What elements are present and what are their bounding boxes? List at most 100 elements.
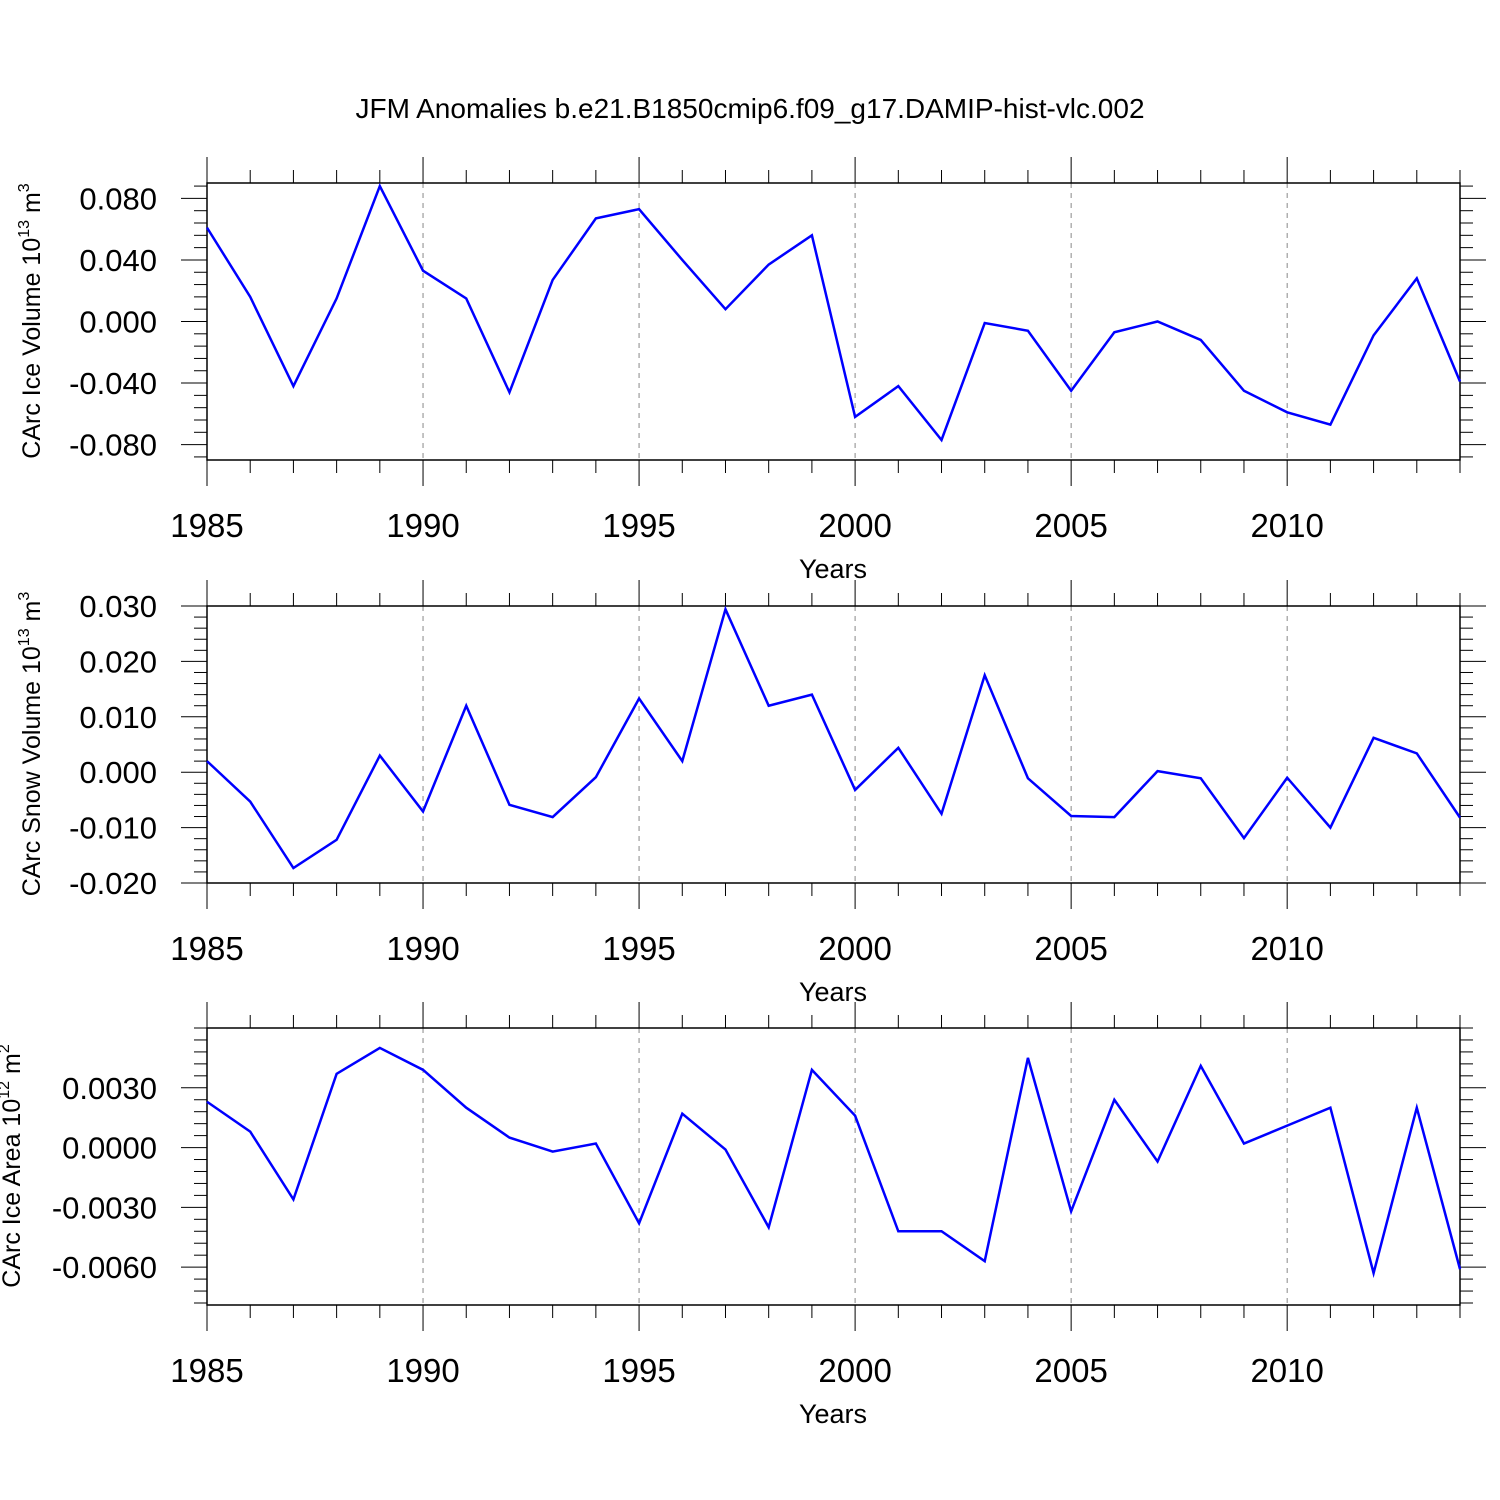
y-axis-title-unit-exponent: 3	[16, 183, 33, 192]
data-point	[464, 1106, 468, 1110]
data-point	[723, 1148, 727, 1152]
y-tick-label: 0.0000	[62, 1131, 157, 1166]
panel-1: 0.080 0.040 0.000 -0.040 -0.080 1985 1990 1995 2…	[16, 157, 1486, 584]
data-point	[507, 803, 511, 807]
data-point	[551, 278, 555, 282]
y-tick-label: 0.040	[79, 243, 157, 278]
x-tick-label: 1990	[386, 507, 459, 544]
data-point	[248, 295, 252, 299]
x-tick-label: 1985	[170, 507, 243, 544]
x-tick-label: 1990	[386, 930, 459, 967]
data-point	[594, 775, 598, 779]
series-line	[206, 605, 1462, 870]
y-tick-label: 0.020	[79, 644, 157, 679]
panels: 0.080 0.040 0.000 -0.040 -0.080 1985 1990 1995 2…	[0, 157, 1486, 1429]
data-point	[810, 233, 814, 237]
y-axis-title-unit-exponent: 2	[0, 1044, 13, 1053]
data-point	[810, 1068, 814, 1072]
y-axis-title: CArc Ice Volume 1013 m3	[16, 183, 46, 459]
y-tick-label: 0.030	[79, 589, 157, 624]
data-point	[1328, 423, 1332, 427]
y-tick-label: 0.010	[79, 700, 157, 735]
data-point	[1069, 814, 1073, 818]
x-tick-label: 1995	[602, 930, 675, 967]
panel-2: 0.030 0.020 0.010 0.000 -0.010 -0.020 1985 1990…	[16, 580, 1486, 1007]
data-point	[248, 800, 252, 804]
data-point	[1199, 338, 1203, 342]
data-point	[853, 788, 857, 792]
data-point	[1415, 751, 1419, 755]
y-tick-label: -0.040	[69, 366, 157, 401]
panel-3: 0.0030 0.0000 -0.0030 -0.0060 1985 1990 1995 20…	[0, 1002, 1486, 1429]
x-tick-label: 1995	[602, 1352, 675, 1389]
data-point	[940, 438, 944, 442]
y-tick-label: -0.010	[69, 811, 157, 846]
data-point	[291, 1197, 295, 1201]
data-point	[853, 1114, 857, 1118]
data-point	[378, 1046, 382, 1050]
data-point	[1112, 330, 1116, 334]
data-point	[378, 184, 382, 188]
x-axis-title: Years	[799, 1399, 867, 1429]
data-point	[205, 759, 209, 763]
x-axis-title: Years	[799, 977, 867, 1007]
y-tick-label: -0.0030	[52, 1190, 157, 1225]
data-point	[983, 321, 987, 325]
data-point	[1372, 333, 1376, 337]
data-point	[1026, 1056, 1030, 1060]
data-point	[1156, 320, 1160, 324]
y-tick-label: -0.080	[69, 428, 157, 463]
data-point	[1026, 776, 1030, 780]
data-point	[767, 704, 771, 708]
y-tick-label: 0.000	[79, 305, 157, 340]
data-point	[680, 759, 684, 763]
data-point	[637, 207, 641, 211]
data-point	[1112, 815, 1116, 819]
data-point	[896, 1229, 900, 1233]
data-point	[853, 415, 857, 419]
data-point	[680, 1112, 684, 1116]
y-axis-title-unit-exponent: 3	[16, 592, 33, 601]
data-point	[248, 1130, 252, 1134]
data-point	[1372, 1271, 1376, 1275]
x-tick-label: 2010	[1250, 1352, 1323, 1389]
y-tick-label: 0.0030	[62, 1071, 157, 1106]
y-axis-title: CArc Snow Volume 1013 m3	[16, 592, 46, 897]
data-point	[896, 384, 900, 388]
data-point	[421, 810, 425, 814]
data-point	[551, 1150, 555, 1154]
data-point	[1328, 1106, 1332, 1110]
y-axis-title-exponent: 13	[16, 220, 33, 238]
data-point	[205, 226, 209, 230]
data-point	[1199, 776, 1203, 780]
data-point	[767, 1225, 771, 1229]
data-point	[810, 693, 814, 697]
data-point	[723, 307, 727, 311]
data-point	[335, 1072, 339, 1076]
y-axis-title-exponent: 12	[0, 1081, 13, 1099]
x-tick-label: 2005	[1034, 507, 1107, 544]
data-point	[594, 216, 598, 220]
data-point	[983, 673, 987, 677]
y-axis-title: CArc Ice Area 1012 m2	[0, 1044, 26, 1288]
y-tick-label: -0.0060	[52, 1250, 157, 1285]
x-tick-label: 1990	[386, 1352, 459, 1389]
data-point	[291, 384, 295, 388]
data-point	[1069, 1209, 1073, 1213]
data-point	[1415, 1106, 1419, 1110]
data-point	[1458, 1267, 1462, 1271]
data-point	[335, 296, 339, 300]
data-point	[983, 1259, 987, 1263]
y-tick-label: 0.080	[79, 181, 157, 216]
x-tick-label: 2000	[818, 1352, 891, 1389]
data-point	[507, 1136, 511, 1140]
data-point	[1372, 736, 1376, 740]
data-point	[1415, 276, 1419, 280]
data-point	[464, 704, 468, 708]
plot-frame	[206, 605, 1461, 884]
data-point	[335, 838, 339, 842]
data-point	[594, 1142, 598, 1146]
x-tick-label: 1995	[602, 507, 675, 544]
x-tick-label: 2000	[818, 930, 891, 967]
x-tick-label: 1985	[170, 930, 243, 967]
